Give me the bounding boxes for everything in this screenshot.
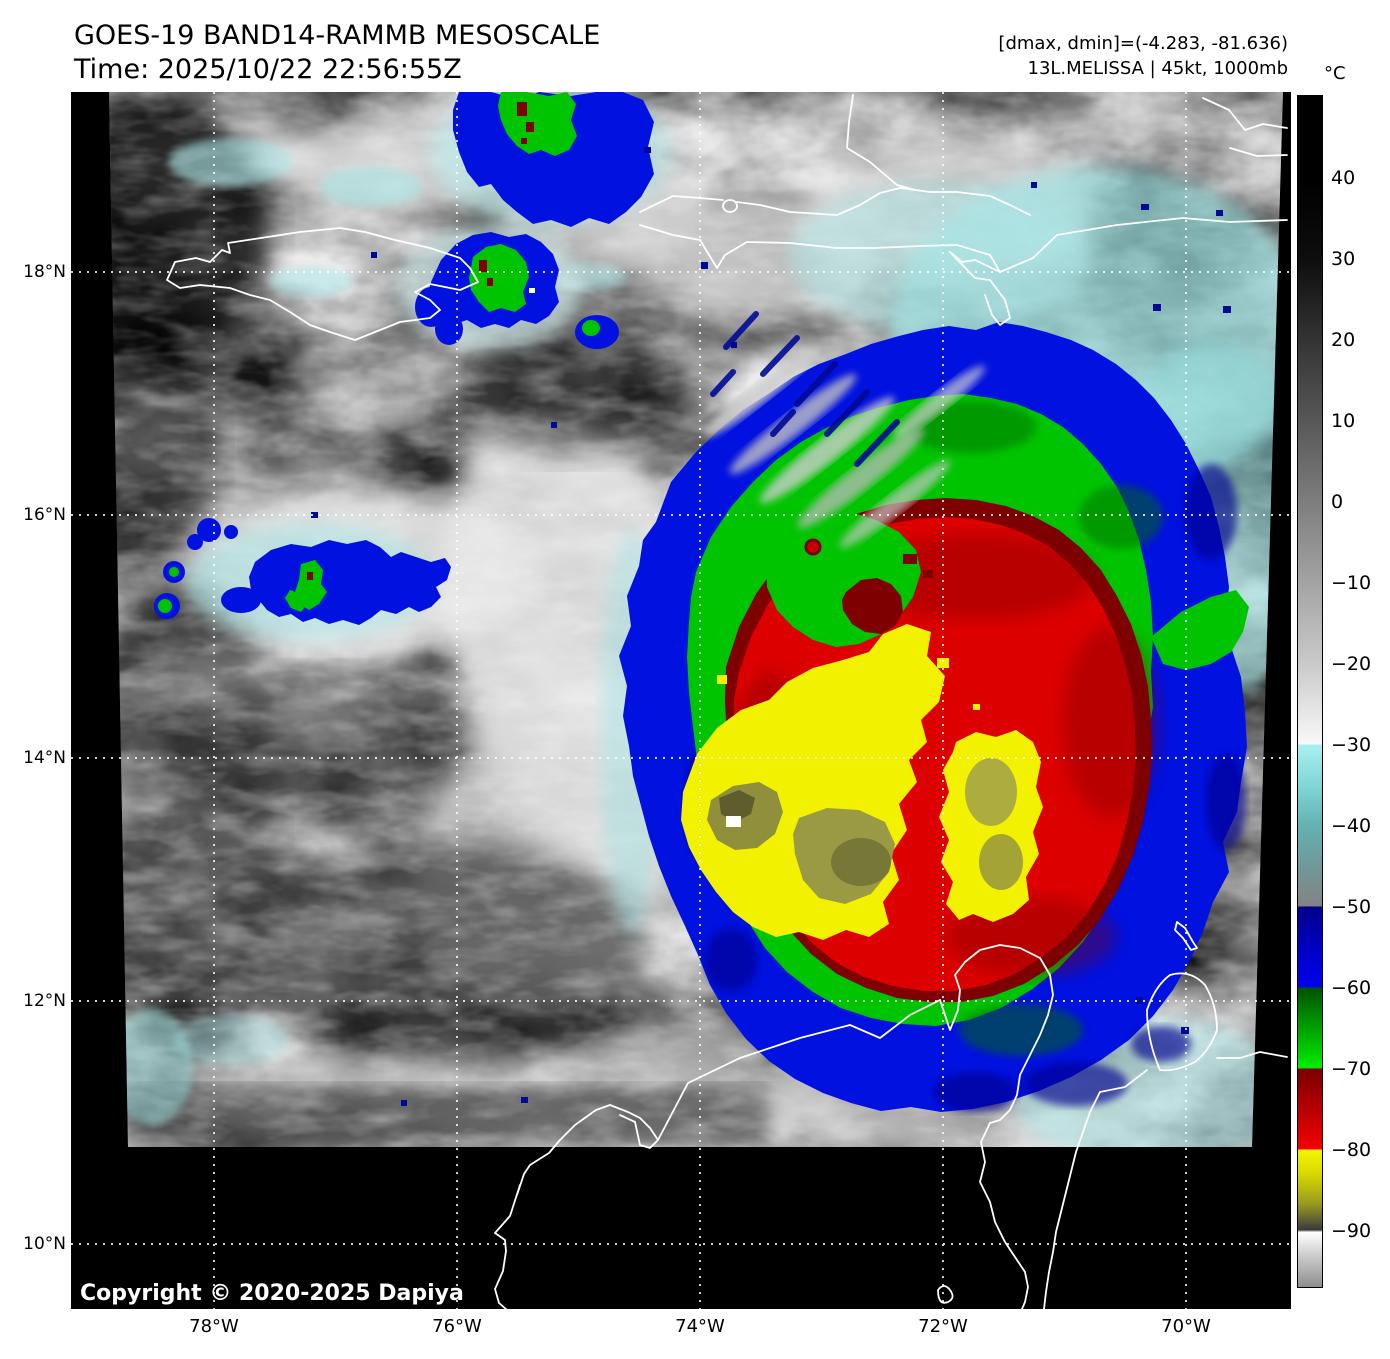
- coastline-maracaibo-islet: [937, 1285, 954, 1304]
- coastline-haiti-north: [639, 187, 1031, 216]
- coldest-tops-white-speck: [726, 816, 741, 827]
- timestamp-label: Time: 2025/10/22 22:56:55Z: [74, 54, 462, 85]
- copyright-watermark: Copyright © 2020-2025 Dapiya: [80, 1281, 464, 1306]
- coldest-tops-olive-west: [707, 782, 895, 904]
- colorbar-tick-label: −90: [1331, 1220, 1372, 1242]
- coastline-maracaibo-east: [1043, 1091, 1101, 1310]
- dmax-dmin-annotation: [dmax, dmin]=(-4.283, -81.636): [998, 33, 1288, 54]
- gridlines: [71, 92, 1291, 1309]
- embedded-overshoot-red-dot: [804, 538, 822, 556]
- storm-info-annotation: 13L.MELISSA | 45kt, 1000mb: [1027, 58, 1289, 79]
- colorbar-tick-label: −70: [1331, 1058, 1372, 1080]
- coastline-paraguana: [1099, 972, 1288, 1093]
- lon-label-78w: 78°W: [189, 1316, 239, 1337]
- lon-label-76w: 76°W: [432, 1316, 482, 1337]
- coastline-colombia: [494, 999, 941, 1310]
- hurricane-melissa: [619, 322, 1249, 1112]
- lat-label-10n: 10°N: [23, 1234, 66, 1254]
- lat-label-12n: 12°N: [23, 991, 66, 1011]
- colorbar-tick-label: −40: [1331, 815, 1372, 837]
- colorbar-tick-label: −10: [1331, 572, 1372, 594]
- hurricane-green-east-lobe: [1151, 590, 1249, 670]
- lat-label-14n: 14°N: [23, 748, 66, 768]
- colorbar-tick-label: −30: [1331, 734, 1372, 756]
- lat-label-18n: 18°N: [23, 262, 66, 282]
- colorbar-tick-label: 0: [1331, 491, 1344, 513]
- coastline-dr-northeast: [1202, 97, 1288, 157]
- lon-label-74w: 74°W: [675, 1316, 725, 1337]
- coastline-jamaica: [166, 227, 479, 341]
- coastline-haiti-river: [846, 94, 916, 191]
- satellite-map-panel: Copyright © 2020-2025 Dapiya: [71, 92, 1291, 1310]
- navy-jet-streaks: [710, 311, 900, 467]
- gray-streak-fingers: [703, 346, 986, 548]
- coastline-guajira-peninsula: [939, 944, 1054, 1124]
- convective-cluster-16n: [154, 518, 451, 625]
- colorbar-tick-label: −50: [1331, 896, 1372, 918]
- coastline-paraguana-islet: [1174, 921, 1198, 951]
- colorbar-tick-label: 40: [1331, 167, 1356, 189]
- yellow-specks: [717, 658, 980, 710]
- coastline-maracaibo-west: [979, 1122, 1029, 1310]
- temperature-colorbar: [1297, 95, 1323, 1288]
- colorbar-tick-label: 10: [1331, 410, 1356, 432]
- lon-label-70w: 70°W: [1161, 1316, 1211, 1337]
- page-title: GOES-19 BAND14-RAMMB MESOSCALE: [74, 20, 601, 51]
- colorbar-tick-label: −80: [1331, 1139, 1372, 1161]
- satellite-image: Copyright © 2020-2025 Dapiya: [71, 92, 1291, 1310]
- coldest-tops-olive-east: [965, 758, 1023, 890]
- colorbar-tick-label: −20: [1331, 653, 1372, 675]
- convective-cell-small-east: [575, 315, 619, 349]
- lon-label-72w: 72°W: [918, 1316, 968, 1337]
- satellite-data-swath: [109, 92, 1283, 1147]
- convective-cell-top-complex: [453, 92, 654, 227]
- colorbar-tick-label: 30: [1331, 248, 1356, 270]
- navy-specks: [311, 147, 1231, 1106]
- coastlines: [166, 94, 1288, 1310]
- colorbar-unit-label: °C: [1324, 63, 1346, 84]
- colorbar-tick-label: −60: [1331, 977, 1372, 999]
- convective-cell-mid: [415, 232, 559, 345]
- hurricane-dark-red-patch: [842, 578, 903, 634]
- coastline-hispaniola-south: [639, 217, 1288, 326]
- lat-label-16n: 16°N: [23, 505, 66, 525]
- colorbar-tick-label: 20: [1331, 329, 1356, 351]
